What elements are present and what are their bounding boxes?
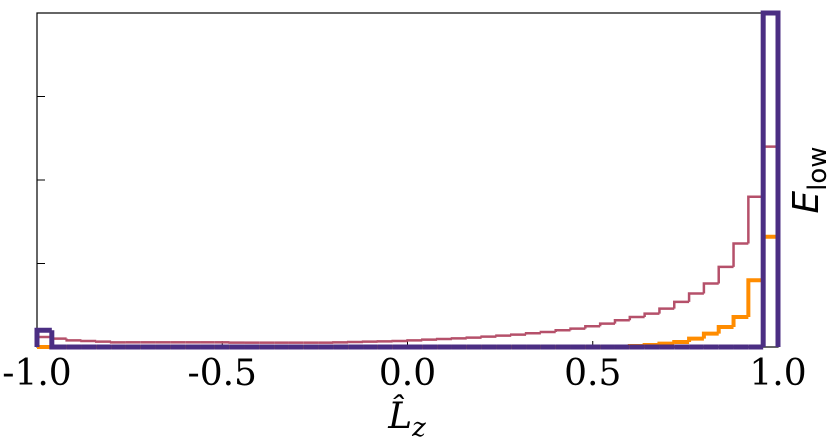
histogram-step <box>702 282 719 294</box>
histogram-step <box>524 332 541 335</box>
histogram-step <box>613 319 630 324</box>
histogram-step <box>554 329 571 332</box>
histogram-step <box>731 314 749 327</box>
histogram-step <box>687 292 704 302</box>
histogram-step <box>628 315 645 321</box>
histogram-step <box>701 331 719 339</box>
histogram-step <box>687 336 704 342</box>
x-tick-label: 0.0 <box>379 353 436 394</box>
histogram-step <box>673 300 690 309</box>
histogram-step <box>760 10 781 347</box>
x-tick-label: 0.5 <box>564 353 621 394</box>
histogram-step <box>672 339 690 344</box>
x-axis-label: L̂z <box>387 394 426 443</box>
histogram-step <box>450 337 467 340</box>
histogram-step <box>435 337 452 341</box>
histogram-step <box>539 330 556 334</box>
histogram-step <box>732 242 749 267</box>
histogram-step <box>717 265 734 284</box>
histogram-step <box>746 278 764 317</box>
histogram-step <box>584 325 601 329</box>
side-label-sub: low <box>803 146 830 190</box>
histogram-step <box>643 312 660 317</box>
histogram-step <box>80 339 97 343</box>
histogram-step <box>598 322 615 327</box>
histogram-step <box>109 341 126 344</box>
histogram-step <box>509 333 527 336</box>
histogram-step <box>49 330 67 350</box>
histogram-step <box>95 340 112 343</box>
x-label-main: L̂ <box>387 394 412 437</box>
plot-frame <box>36 12 779 348</box>
histogram-step <box>65 338 82 342</box>
x-tick-label: 1.0 <box>749 353 806 394</box>
histogram-step <box>421 338 438 341</box>
x-tick-label: -0.5 <box>188 353 257 394</box>
histogram-step <box>569 327 586 331</box>
histogram-step <box>716 324 734 334</box>
histogram-step <box>658 307 675 314</box>
histogram-step <box>406 339 423 342</box>
x-tick-label: -1.0 <box>2 353 71 394</box>
histogram-step <box>747 195 764 244</box>
histogram-step <box>480 335 497 338</box>
x-label-sub: z <box>411 413 426 443</box>
side-label-main: E <box>786 191 827 214</box>
histogram-step <box>34 327 52 347</box>
histogram-step <box>495 334 512 337</box>
histogram-step <box>465 336 482 339</box>
side-label: Elow <box>786 146 830 213</box>
